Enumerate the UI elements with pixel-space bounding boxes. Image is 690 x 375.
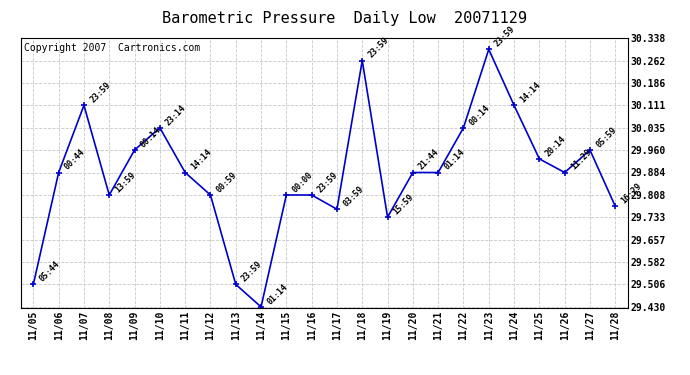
Text: 23:14: 23:14 bbox=[164, 103, 188, 127]
Text: Barometric Pressure  Daily Low  20071129: Barometric Pressure Daily Low 20071129 bbox=[163, 11, 527, 26]
Text: 23:59: 23:59 bbox=[493, 24, 517, 49]
Text: 23:59: 23:59 bbox=[88, 81, 112, 105]
Text: 16:29: 16:29 bbox=[620, 182, 644, 206]
Text: 00:00: 00:00 bbox=[290, 170, 315, 194]
Text: 14:14: 14:14 bbox=[518, 81, 542, 105]
Text: 23:59: 23:59 bbox=[240, 260, 264, 284]
Text: 01:14: 01:14 bbox=[265, 282, 289, 306]
Text: 23:59: 23:59 bbox=[316, 170, 340, 194]
Text: Copyright 2007  Cartronics.com: Copyright 2007 Cartronics.com bbox=[23, 43, 200, 53]
Text: 23:59: 23:59 bbox=[366, 36, 391, 60]
Text: 13:59: 13:59 bbox=[113, 170, 137, 194]
Text: 00:59: 00:59 bbox=[215, 170, 239, 194]
Text: 01:14: 01:14 bbox=[442, 148, 466, 172]
Text: 00:14: 00:14 bbox=[468, 103, 492, 127]
Text: 20:14: 20:14 bbox=[544, 134, 568, 158]
Text: 21:44: 21:44 bbox=[417, 148, 441, 172]
Text: 15:59: 15:59 bbox=[392, 192, 416, 216]
Text: 00:44: 00:44 bbox=[63, 148, 87, 172]
Text: 11:29: 11:29 bbox=[569, 148, 593, 172]
Text: 05:44: 05:44 bbox=[37, 260, 61, 284]
Text: 00:14: 00:14 bbox=[139, 125, 163, 149]
Text: 05:59: 05:59 bbox=[594, 125, 618, 149]
Text: 14:14: 14:14 bbox=[189, 148, 213, 172]
Text: 03:59: 03:59 bbox=[341, 184, 365, 209]
